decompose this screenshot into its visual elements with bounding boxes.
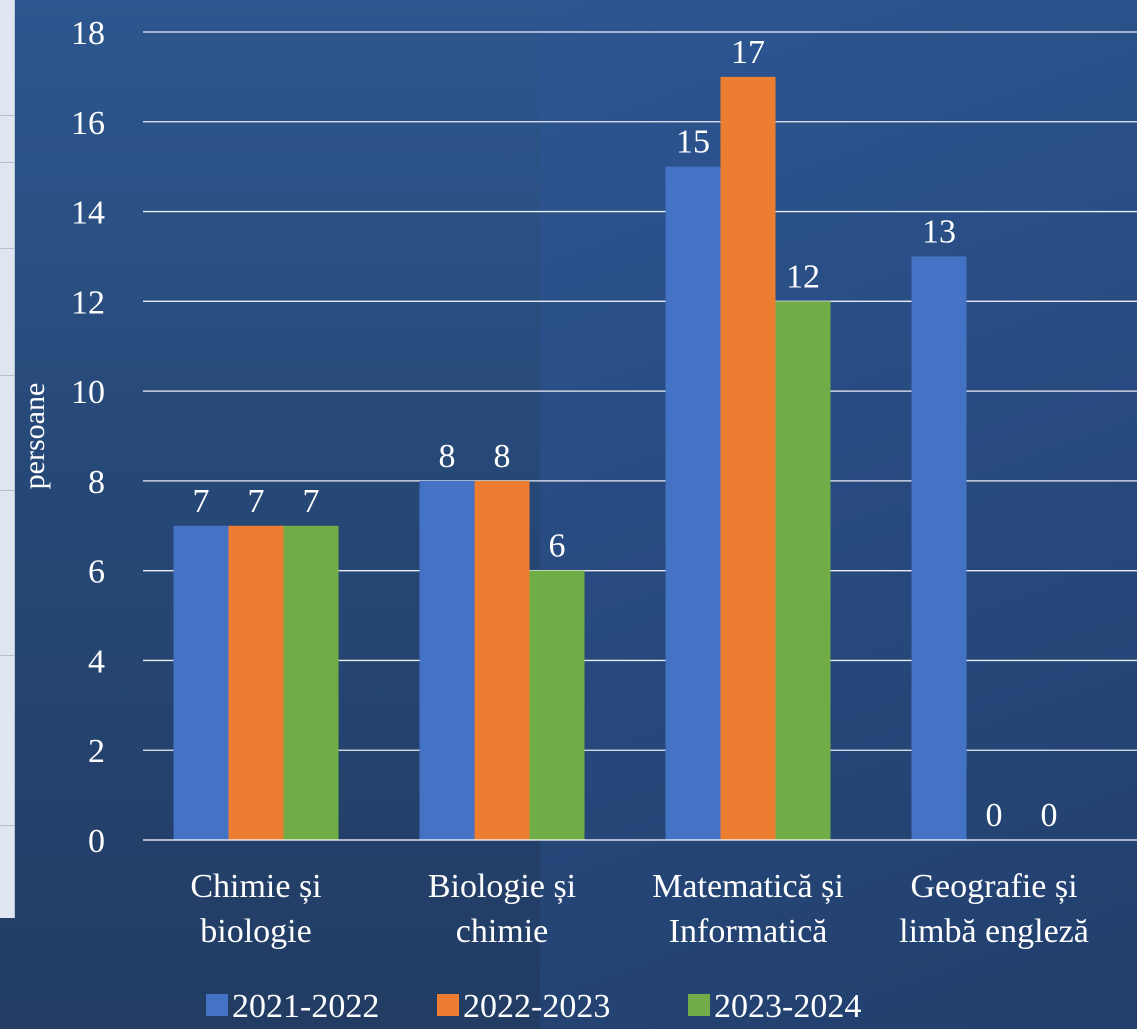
data-label: 8: [439, 438, 456, 475]
data-label: 6: [549, 528, 566, 565]
x-tick-label: limbă engleză: [899, 913, 1089, 950]
data-label: 7: [303, 483, 320, 520]
data-label: 0: [1041, 797, 1058, 834]
y-tick-label: 4: [88, 643, 105, 680]
legend: 2021-2022 2022-2023 2023-2024: [206, 988, 861, 1025]
data-labels: 7 7 7 8 8 6 15 17 12 13 0 0: [193, 34, 1058, 834]
legend-swatch: [688, 994, 710, 1016]
bar: [720, 76, 776, 840]
bar: [529, 570, 585, 840]
data-label: 7: [248, 483, 265, 520]
bar: [283, 525, 339, 840]
data-label: 8: [494, 438, 511, 475]
side-panel-edge: [0, 0, 15, 918]
y-tick-label: 6: [88, 554, 105, 591]
legend-label: 2021-2022: [232, 988, 379, 1025]
x-tick-label: Geografie și: [910, 868, 1077, 905]
y-tick-label: 10: [71, 374, 105, 411]
x-tick-label: Matematică și: [652, 868, 844, 905]
x-axis-ticks: Chimie și biologie Biologie și chimie Matema…: [190, 868, 1089, 950]
y-tick-label: 16: [71, 105, 105, 142]
y-tick-label: 0: [88, 823, 105, 860]
y-tick-label: 14: [71, 195, 105, 232]
x-tick-label: Biologie și: [428, 868, 576, 905]
legend-swatch: [206, 994, 228, 1016]
data-label: 0: [986, 797, 1003, 834]
x-tick-label: chimie: [456, 913, 549, 950]
y-tick-label: 18: [71, 15, 105, 52]
legend-label: 2022-2023: [463, 988, 610, 1025]
bar: [228, 525, 284, 840]
data-label: 7: [193, 483, 210, 520]
y-axis-label: persoane: [18, 383, 51, 490]
legend-label: 2023-2024: [714, 988, 861, 1025]
x-tick-label: Chimie și: [190, 868, 321, 905]
x-tick-label: Informatică: [669, 913, 828, 950]
bar: [911, 256, 967, 840]
bar: [665, 166, 721, 840]
bars: [173, 76, 967, 840]
legend-swatch: [437, 994, 459, 1016]
y-tick-label: 8: [88, 464, 105, 501]
data-label: 12: [786, 258, 820, 295]
data-label: 13: [922, 213, 956, 250]
y-tick-label: 2: [88, 733, 105, 770]
bar: [173, 525, 229, 840]
data-label: 17: [731, 34, 765, 71]
bar: [775, 301, 831, 840]
data-label: 15: [676, 124, 710, 161]
y-tick-label: 12: [71, 284, 105, 321]
x-tick-label: biologie: [200, 913, 311, 950]
y-axis-ticks: 0 2 4 6 8 10 12 14 16 18: [71, 15, 105, 860]
bar: [419, 480, 475, 840]
bar: [474, 480, 530, 840]
